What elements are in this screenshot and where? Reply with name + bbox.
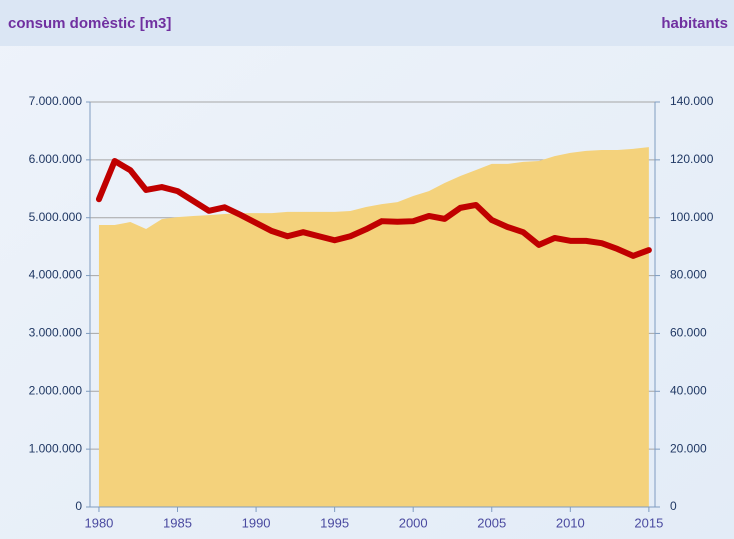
y2-tick-label: 60.000 [670, 326, 707, 340]
y2-tick-label: 0 [670, 499, 677, 513]
y-tick-label: 5.000.000 [29, 210, 83, 224]
y-tick-label: 4.000.000 [29, 268, 83, 282]
y2-tick-label: 120.000 [670, 152, 714, 166]
x-tick-label: 1990 [242, 515, 271, 530]
x-tick-label: 1985 [163, 515, 192, 530]
y2-tick-label: 40.000 [670, 383, 707, 397]
y-tick-label: 0 [75, 499, 82, 513]
y-tick-label: 1.000.000 [29, 441, 83, 455]
y-tick-label: 7.000.000 [29, 94, 83, 108]
y2-axis-title: habitants [661, 15, 728, 32]
y-tick-label: 2.000.000 [29, 383, 83, 397]
line [95, 158, 652, 259]
y-axis-title: consum domèstic [m3] [8, 15, 171, 32]
y-tick-label: 3.000.000 [29, 326, 83, 340]
y2-tick-label: 140.000 [670, 94, 714, 108]
x-tick-label: 2005 [477, 515, 506, 530]
header-bar [0, 0, 734, 46]
y-tick-label: 6.000.000 [29, 152, 83, 166]
x-tick-label: 2015 [634, 515, 663, 530]
x-tick-label: 1995 [320, 515, 349, 530]
y2-tick-label: 20.000 [670, 441, 707, 455]
area [98, 147, 649, 507]
y2-tick-label: 100.000 [670, 210, 714, 224]
x-tick-label: 2000 [399, 515, 428, 530]
x-tick-label: 1980 [84, 515, 113, 530]
x-tick-label: 2010 [556, 515, 585, 530]
y2-tick-label: 80.000 [670, 268, 707, 282]
